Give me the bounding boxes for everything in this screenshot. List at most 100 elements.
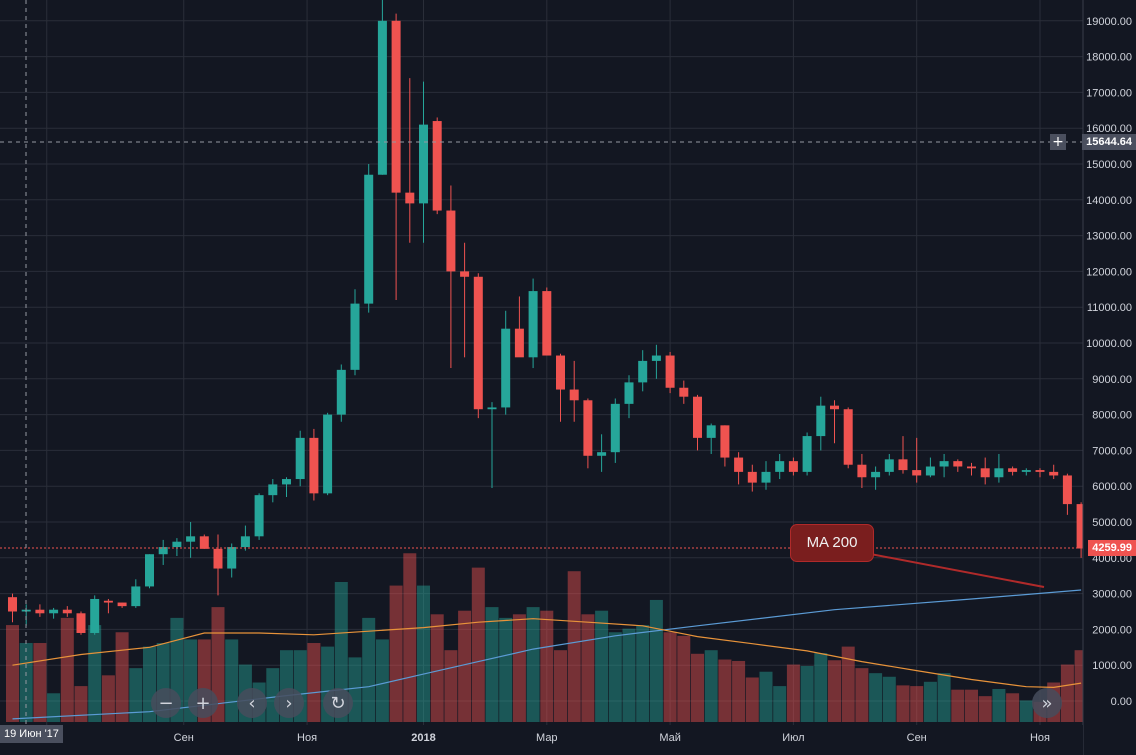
candle-body xyxy=(309,437,319,494)
price-tick-label: 2000.00 xyxy=(1092,624,1132,636)
volume-bar xyxy=(745,677,759,722)
volume-bar xyxy=(800,665,814,722)
candle-body xyxy=(816,405,826,437)
volume-bar xyxy=(691,653,704,722)
candle xyxy=(62,606,72,617)
price-tick-label: 7000.00 xyxy=(1092,445,1132,457)
volume-bar xyxy=(540,610,554,722)
candle-body xyxy=(336,369,346,415)
candle-body xyxy=(761,471,771,483)
volume-bar xyxy=(307,643,321,722)
candle xyxy=(158,539,168,565)
volume-bar xyxy=(732,660,746,722)
volume-bar xyxy=(882,676,896,722)
candle xyxy=(213,534,223,596)
candle xyxy=(925,457,935,478)
candle-body xyxy=(651,355,661,361)
volume-bar xyxy=(814,653,828,722)
volume-bar xyxy=(649,599,663,722)
candle xyxy=(336,364,346,422)
price-axis: 0.001000.002000.003000.004000.005000.006… xyxy=(1082,0,1136,755)
price-tick-label: 11000.00 xyxy=(1087,302,1132,314)
zoom-out-button[interactable]: − xyxy=(151,688,181,718)
candle xyxy=(597,434,607,472)
volume-bar xyxy=(430,614,444,722)
candle-body xyxy=(254,495,264,537)
volume-bar xyxy=(841,646,855,722)
volume-bar xyxy=(636,625,650,722)
candle-body xyxy=(432,121,442,211)
candle-body xyxy=(49,609,59,614)
candle xyxy=(350,289,360,376)
candle-body xyxy=(172,541,182,548)
zoom-in-button[interactable]: + xyxy=(188,688,218,718)
candle-body xyxy=(391,20,401,193)
candle xyxy=(103,598,113,614)
price-tick-label: 10000.00 xyxy=(1086,338,1132,350)
volume-bar xyxy=(567,571,581,722)
volume-bar xyxy=(910,686,924,722)
volume-bar xyxy=(608,632,622,722)
candle-body xyxy=(8,597,17,612)
volume-bar xyxy=(923,681,937,722)
price-tick-label: 18000.00 xyxy=(1086,52,1132,64)
candle-body xyxy=(419,124,428,204)
candle-body xyxy=(1062,475,1072,505)
go-to-latest-button[interactable]: » xyxy=(1032,688,1062,718)
candle-body xyxy=(898,459,908,471)
volume-bar xyxy=(334,581,348,722)
candle-body xyxy=(213,548,223,569)
candle xyxy=(432,117,442,215)
candle xyxy=(967,462,976,476)
candle xyxy=(364,164,374,313)
callout-pointer xyxy=(859,551,1045,588)
volume-bar xyxy=(1019,700,1033,722)
candle xyxy=(199,534,209,549)
candle xyxy=(542,287,552,356)
time-axis: ИюлСенНоя2018МарМайИюлСенНоя xyxy=(0,725,1083,755)
candle-body xyxy=(693,396,702,438)
ma200-note: MA 200 xyxy=(790,524,874,562)
candle xyxy=(871,466,881,490)
candle xyxy=(912,437,922,483)
candle-body xyxy=(76,613,86,633)
volume-bar xyxy=(115,632,129,722)
candle-body xyxy=(967,466,976,469)
candle xyxy=(1008,466,1018,476)
volume-bar xyxy=(828,660,841,722)
volume-bar xyxy=(389,585,403,722)
volume-bar xyxy=(60,617,74,722)
candle-body xyxy=(323,414,333,494)
candle xyxy=(323,412,333,496)
time-tick-label: Июл xyxy=(782,732,804,744)
volume-bar xyxy=(773,686,787,722)
candle xyxy=(473,273,483,419)
candle-body xyxy=(158,547,168,555)
candle-body xyxy=(843,409,853,465)
candle-body xyxy=(1049,471,1059,476)
candle-body xyxy=(747,471,757,483)
crosshair-plus-icon: + xyxy=(1050,134,1066,150)
candle xyxy=(460,242,470,358)
volume-bar xyxy=(444,650,458,722)
candle xyxy=(35,604,45,617)
time-tick-label: Сен xyxy=(907,732,927,744)
candle-body xyxy=(925,466,935,476)
candle xyxy=(49,607,59,619)
candle xyxy=(1076,502,1086,558)
candle xyxy=(898,436,908,474)
time-tick-label: Май xyxy=(659,732,681,744)
scroll-left-button[interactable]: ‹ xyxy=(237,688,267,718)
price-tick-label: 0.00 xyxy=(1111,696,1132,708)
candle xyxy=(254,493,264,540)
price-tick-label: 12000.00 xyxy=(1086,266,1132,278)
price-tick-label: 6000.00 xyxy=(1092,481,1132,493)
candle-body xyxy=(103,600,113,603)
volume-bar xyxy=(759,671,773,722)
volume-bar xyxy=(965,689,978,722)
reset-icon[interactable]: ↻ xyxy=(323,688,353,718)
scroll-right-button[interactable]: › xyxy=(274,688,304,718)
candle-body xyxy=(980,468,990,478)
candle xyxy=(624,375,634,419)
